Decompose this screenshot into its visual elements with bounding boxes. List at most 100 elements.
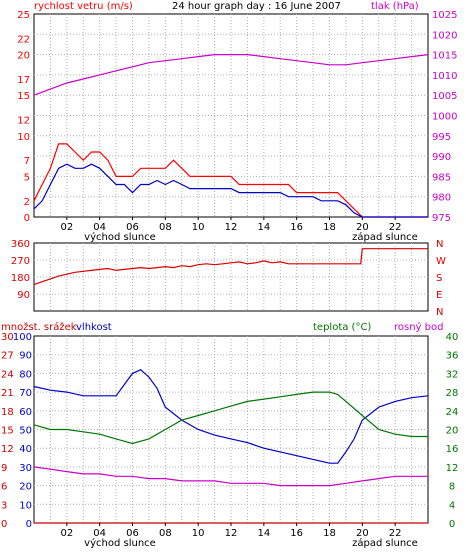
rain-y-tick-label: 12: [1, 444, 14, 455]
humidity-x-tick-label: 22: [389, 528, 402, 539]
pressure-y-tick-label: 985: [432, 172, 451, 183]
wind-x-tick-label: 12: [225, 222, 238, 233]
dewpoint-label: rosný bod: [394, 322, 444, 333]
graph-title: 24 hour graph day : 16 June 2007: [172, 1, 341, 12]
wind-y-tick-label: 5: [24, 172, 30, 183]
rain-y-tick-label: 24: [1, 369, 14, 380]
direction-series-line: [33, 248, 428, 286]
temperature-label: teplota (°C): [313, 322, 372, 333]
wind-x-tick-label: 22: [389, 222, 402, 233]
wind-x-tick-label: 06: [126, 222, 139, 233]
wind-y-tick-label: 0: [24, 213, 30, 224]
rain-y-tick-label: 6: [1, 482, 7, 493]
humidity-x-tick-label: 14: [257, 528, 270, 539]
sunset-label: západ slunce: [352, 231, 418, 243]
pressure-y-tick-label: 1015: [432, 51, 457, 62]
rain-y-tick-label: 30: [1, 332, 14, 343]
humidity-y-tick-label: 100: [13, 332, 32, 343]
direction-y-tick-label: 90: [17, 290, 30, 301]
temperature-y-tick-label: 24: [446, 407, 459, 418]
wind-y-tick-label: 7: [24, 156, 30, 167]
dewpoint-series-line: [33, 466, 428, 487]
wind-y-tick-label: 12: [17, 116, 30, 127]
pressure-y-tick-label: 1005: [432, 91, 457, 102]
rain-y-tick-label: 18: [1, 407, 14, 418]
humidity-x-tick-label: 04: [93, 528, 106, 539]
rain-label: množst. srážek: [1, 322, 77, 333]
humidity-x-tick-label: 20: [356, 528, 369, 539]
temperature-y-tick-label: 0: [449, 519, 455, 530]
humidity-x-tick-label: 06: [126, 528, 139, 539]
direction-compass-label: N: [436, 307, 443, 318]
direction-y-tick-label: 270: [11, 256, 30, 267]
temperature-y-tick-label: 40: [446, 332, 459, 343]
pressure-label: tlak (hPa): [371, 1, 419, 12]
direction-compass-label: E: [436, 290, 442, 301]
temperature-y-tick-label: 32: [446, 369, 459, 380]
temperature-y-tick-label: 4: [449, 500, 455, 511]
humidity-series-line: [33, 368, 429, 464]
direction-compass-label: N: [436, 239, 443, 250]
rain-y-tick-label: 3: [1, 500, 7, 511]
pressure-series-line: [33, 53, 429, 96]
wind-y-tick-label: 10: [17, 132, 30, 143]
pressure-y-tick-label: 995: [432, 132, 451, 143]
humidity-y-tick-label: 40: [19, 444, 32, 455]
humidity-x-tick-label: 02: [60, 528, 73, 539]
sunrise-label: východ slunce: [84, 231, 156, 243]
humidity-y-tick-label: 70: [19, 388, 32, 399]
humidity-y-tick-label: 80: [19, 369, 32, 380]
wind-x-tick-label: 04: [93, 222, 106, 233]
pressure-y-tick-label: 1010: [432, 71, 457, 82]
temperature-y-tick-label: 20: [446, 426, 459, 437]
humidity-y-tick-label: 90: [19, 351, 32, 362]
humidity-y-tick-label: 10: [19, 500, 32, 511]
direction-compass-label: W: [436, 256, 446, 267]
rain-y-tick-label: 27: [1, 351, 14, 362]
wind-x-tick-label: 14: [257, 222, 270, 233]
wind-x-tick-label: 18: [323, 222, 336, 233]
rain-y-tick-label: 15: [1, 426, 14, 437]
wind-speed-label: rychlost vetru (m/s): [34, 1, 133, 12]
wind-x-tick-label: 02: [60, 222, 73, 233]
sunset-label-bottom: západ slunce: [352, 537, 418, 549]
humidity-y-tick-label: 20: [19, 482, 32, 493]
wind-x-tick-label: 16: [290, 222, 303, 233]
humidity-x-tick-label: 10: [192, 528, 205, 539]
temperature-y-tick-label: 12: [446, 463, 459, 474]
wind-x-tick-label: 08: [159, 222, 172, 233]
wind-y-tick-label: 15: [17, 91, 30, 102]
direction-compass-label: S: [436, 273, 442, 284]
pressure-y-tick-label: 1000: [432, 112, 457, 123]
humidity-x-tick-label: 08: [159, 528, 172, 539]
wind-y-tick-label: 20: [17, 51, 30, 62]
humidity-x-tick-label: 18: [323, 528, 336, 539]
humidity-y-tick-label: 0: [26, 519, 32, 530]
sunrise-label-bottom: východ slunce: [84, 537, 156, 549]
temperature-series-line: [33, 391, 428, 445]
wind-y-tick-label: 25: [17, 10, 30, 21]
temperature-y-tick-label: 8: [449, 482, 455, 493]
pressure-y-tick-label: 990: [432, 152, 451, 163]
temperature-y-tick-label: 36: [446, 351, 459, 362]
temperature-y-tick-label: 28: [446, 388, 459, 399]
rain-y-tick-label: 21: [1, 388, 14, 399]
pressure-y-tick-label: 1020: [432, 30, 457, 41]
humidity-y-tick-label: 60: [19, 407, 32, 418]
humidity-label: vlhkost: [76, 322, 112, 333]
wind-x-tick-label: 10: [192, 222, 205, 233]
pressure-y-tick-label: 980: [432, 193, 451, 204]
direction-y-tick-label: 360: [11, 239, 30, 250]
rain-y-tick-label: 0: [1, 519, 7, 530]
humidity-x-tick-label: 12: [225, 528, 238, 539]
wind-y-tick-label: 17: [17, 75, 30, 86]
wind-x-tick-label: 20: [356, 222, 369, 233]
wind-y-tick-label: 22: [17, 34, 30, 45]
humidity-x-tick-label: 16: [290, 528, 303, 539]
humidity-y-tick-label: 30: [19, 463, 32, 474]
rain-y-tick-label: 9: [1, 463, 7, 474]
humidity-y-tick-label: 50: [19, 426, 32, 437]
direction-y-tick-label: 180: [11, 273, 30, 284]
